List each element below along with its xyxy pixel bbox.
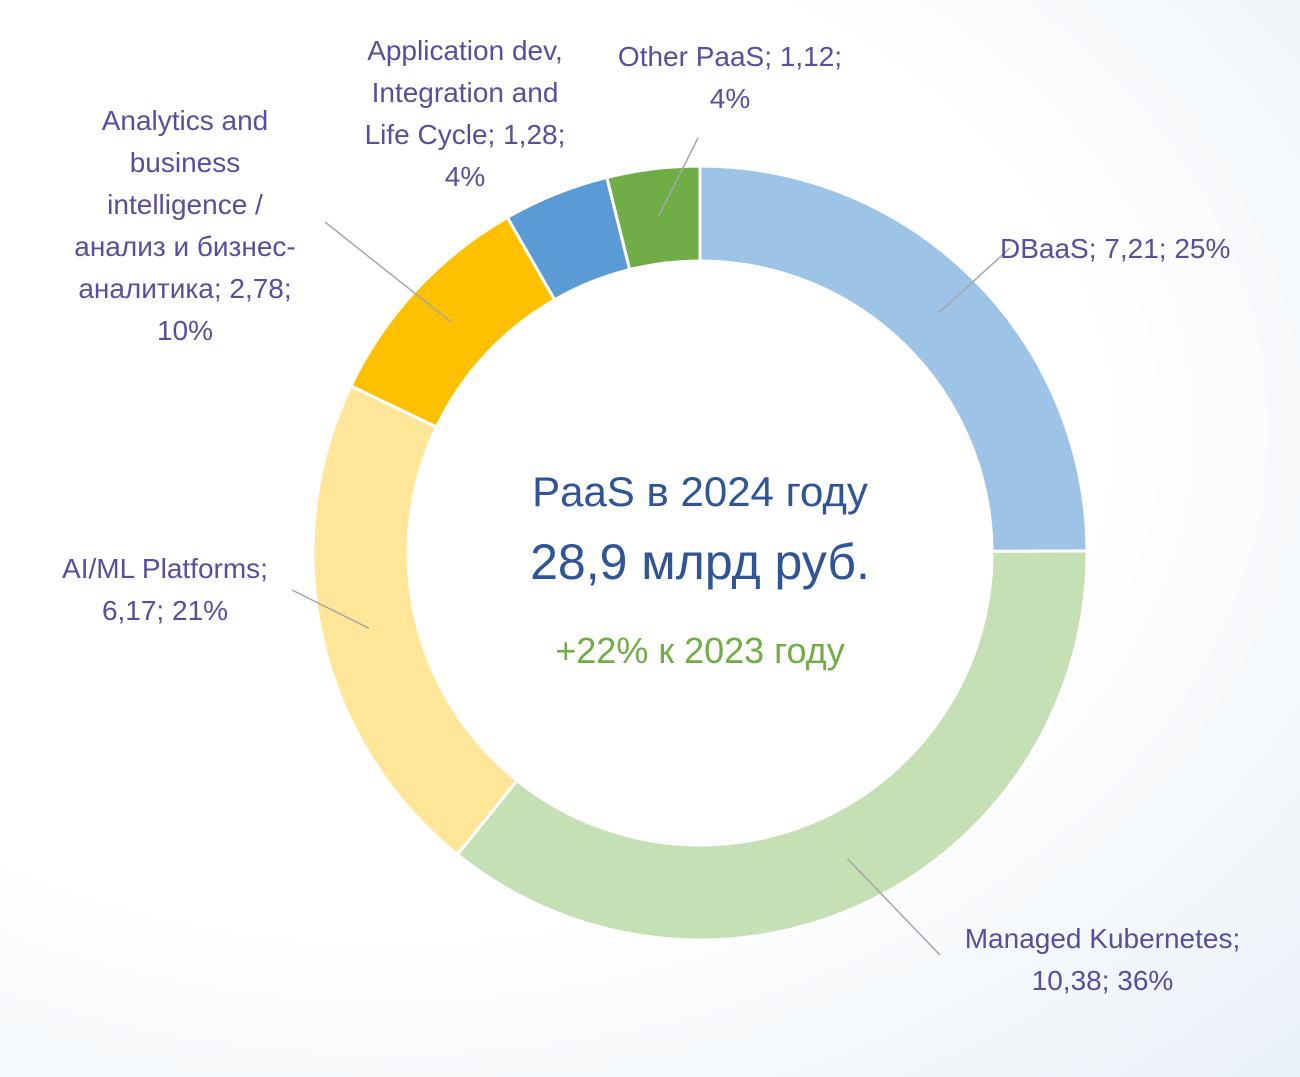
center-total: 28,9 млрд руб. — [530, 534, 870, 590]
leader-line — [658, 137, 699, 217]
slice-label-line: Application dev, — [367, 35, 563, 66]
slice-label-line: 4% — [709, 83, 751, 114]
slice-label-line: анализ и бизнес- — [74, 231, 296, 262]
slice-label-line: аналитика; 2,78; — [78, 273, 292, 304]
slice-label-line: Analytics and — [101, 105, 269, 136]
center-growth: +22% к 2023 году — [555, 630, 845, 671]
leader-line — [291, 589, 370, 629]
slice-label-line: intelligence / — [107, 189, 263, 220]
slice-label-dbaas: DBaaS; 7,21; 25% — [1000, 228, 1300, 270]
donut-slice — [605, 164, 702, 272]
slice-label-line: Integration and — [371, 77, 559, 108]
donut-slice — [455, 549, 1089, 942]
slice-label-analytics-bi: Analytics and business intelligence / анали… — [40, 100, 330, 352]
donut-slice — [311, 384, 520, 857]
slice-label-line: Managed Kubernetes; — [964, 923, 1241, 954]
slice-label-line: 10,38; 36% — [1031, 965, 1174, 996]
slice-label-line: AI/ML Platforms; — [62, 553, 268, 584]
slice-label-line: Other PaaS; 1,12; — [617, 41, 843, 72]
leader-line — [324, 221, 452, 323]
leader-line — [846, 858, 941, 956]
slice-label-line: Life Cycle; 1,28; — [364, 119, 566, 150]
slice-label-line: 10% — [156, 315, 214, 346]
slice-label-line: DBaaS; 7,21; 25% — [1000, 233, 1231, 264]
center-title: PaaS в 2024 году — [532, 468, 868, 515]
slice-label-line: 6,17; 21% — [101, 595, 229, 626]
slice-label-other-paas: Other PaaS; 1,12; 4% — [590, 36, 870, 120]
leader-line — [938, 247, 1011, 313]
slice-label-ai-ml-platforms: AI/ML Platforms; 6,17; 21% — [20, 548, 310, 632]
slice-label-application-dev: Application dev, Integration and Life Cycl… — [330, 30, 600, 198]
slice-label-line: 4% — [444, 161, 486, 192]
slice-label-managed-kubernetes: Managed Kubernetes; 10,38; 36% — [925, 918, 1280, 1002]
slice-label-line: business — [129, 147, 241, 178]
